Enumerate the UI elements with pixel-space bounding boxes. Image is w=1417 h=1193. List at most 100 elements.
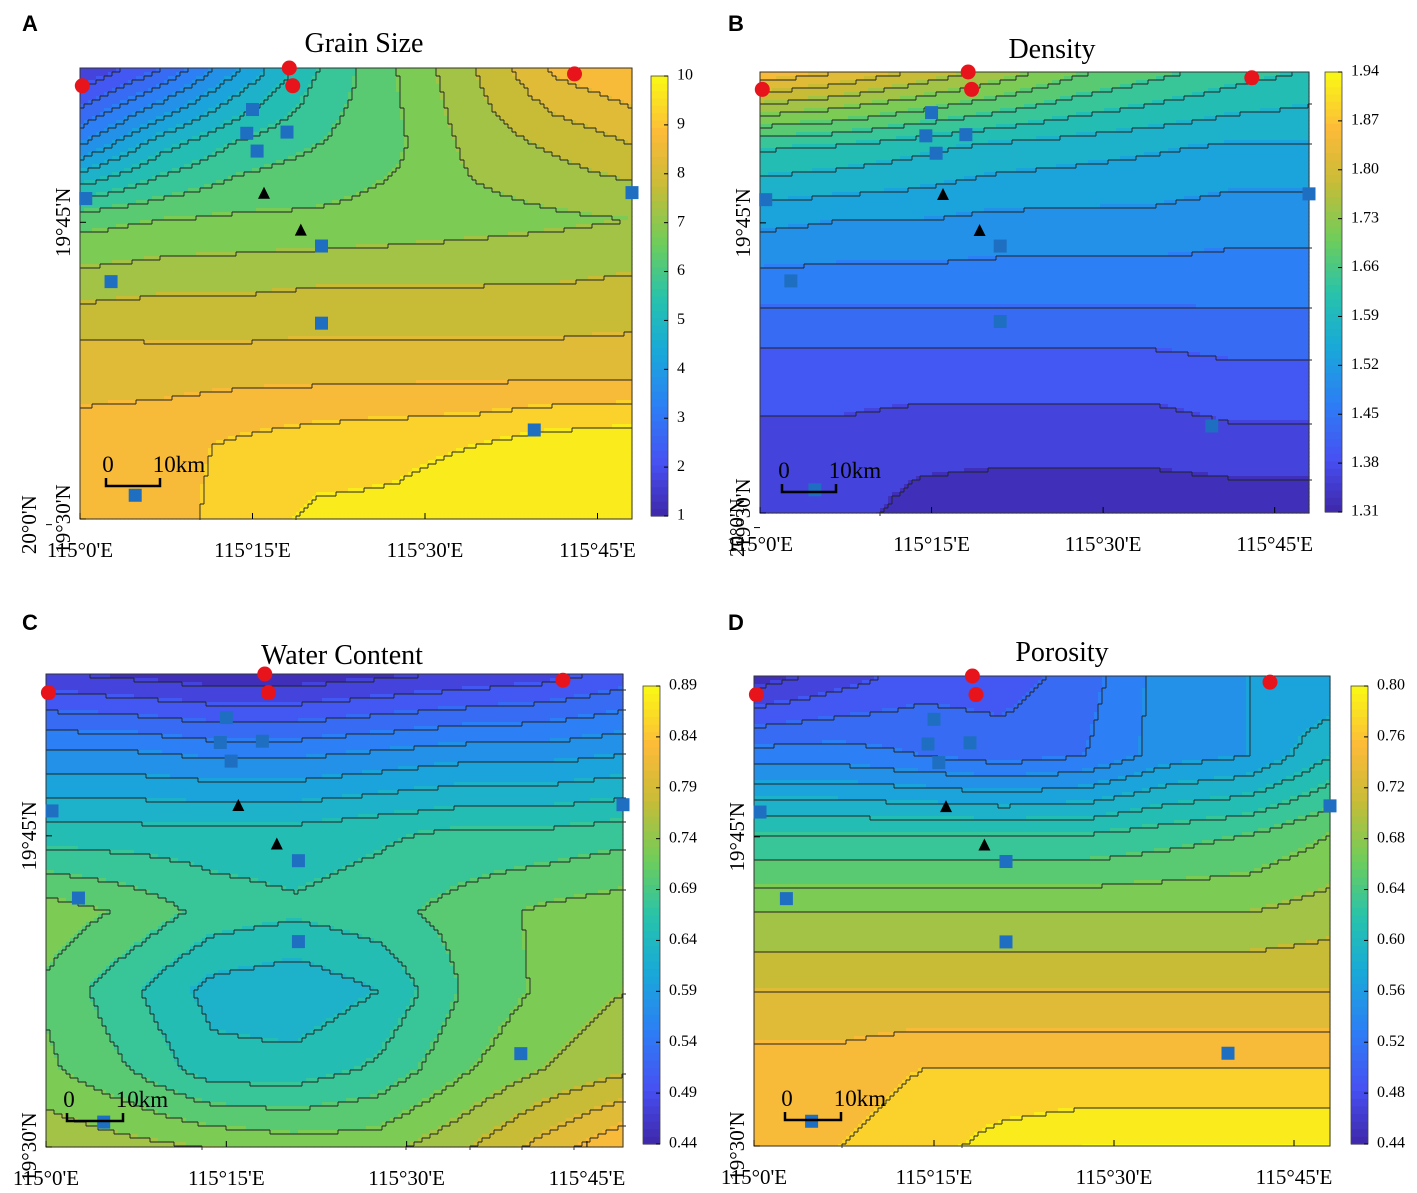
site-blue-square <box>780 892 793 905</box>
colorbar-segment <box>651 157 668 165</box>
site-red-circle <box>1263 675 1278 690</box>
colorbar-segment <box>643 1068 660 1076</box>
site-blue-square <box>292 935 305 948</box>
colorbar-segment <box>1351 968 1368 976</box>
site-blue-square <box>105 275 118 288</box>
colorbar-segment <box>1325 255 1342 263</box>
colorbar-segment <box>643 884 660 892</box>
site-red-circle <box>567 66 582 81</box>
colorbar-segment <box>651 391 668 399</box>
colorbar-segment <box>643 724 660 732</box>
colorbar-segment <box>643 747 660 755</box>
colorbar-tick-label: 1.38 <box>1351 454 1379 471</box>
panel-letter: B <box>728 11 744 36</box>
colorbar-segment <box>1325 358 1342 366</box>
colorbar-segment <box>1325 461 1342 469</box>
colorbar-segment <box>1351 701 1368 709</box>
colorbar-segment <box>1351 831 1368 839</box>
colorbar-segment <box>651 91 668 99</box>
colorbar-tick-label: 9 <box>677 116 685 133</box>
site-blue-square <box>919 129 932 142</box>
colorbar-segment <box>1325 197 1342 205</box>
colorbar-tick-label: 1.73 <box>1351 209 1379 226</box>
x-tick-label: 115°30'E <box>1076 1165 1153 1189</box>
colorbar-segment <box>643 1007 660 1015</box>
colorbar-segment <box>1325 72 1342 80</box>
colorbar-tick-label: 8 <box>677 164 685 181</box>
site-blue-square <box>626 186 639 199</box>
site-blue-square <box>225 755 238 768</box>
x-tick-label: 115°30'E <box>1065 532 1142 556</box>
colorbar-tick-label: 0.60 <box>1377 931 1405 948</box>
site-blue-square <box>928 713 941 726</box>
colorbar-segment <box>643 793 660 801</box>
colorbar-segment <box>1351 999 1368 1007</box>
colorbar-segment <box>1351 739 1368 747</box>
colorbar-segment <box>1351 1121 1368 1129</box>
colorbar-segment <box>1325 351 1342 359</box>
colorbar-segment <box>651 399 668 407</box>
colorbar-segment <box>651 428 668 436</box>
colorbar-segment <box>1325 175 1342 183</box>
colorbar-segment <box>651 333 668 341</box>
colorbar-segment <box>651 377 668 385</box>
colorbar-segment <box>651 135 668 143</box>
site-blue-square <box>246 103 259 116</box>
colorbar-segment <box>651 494 668 502</box>
colorbar-segment <box>643 1045 660 1053</box>
colorbar-segment <box>643 831 660 839</box>
site-red-circle <box>965 669 980 684</box>
colorbar-segment <box>1351 953 1368 961</box>
colorbar-segment <box>651 252 668 260</box>
site-red-circle <box>964 82 979 97</box>
colorbar-segment <box>651 311 668 319</box>
colorbar-segment <box>651 421 668 429</box>
colorbar-tick-label: 0.52 <box>1377 1033 1405 1050</box>
colorbar-segment <box>1325 87 1342 95</box>
colorbar-segment <box>1325 182 1342 190</box>
colorbar-segment <box>1325 380 1342 388</box>
site-blue-square <box>129 489 142 502</box>
colorbar-segment <box>1351 1098 1368 1106</box>
chart-title: Grain Size <box>305 28 424 59</box>
colorbar-segment <box>1325 153 1342 161</box>
colorbar: 1.311.381.451.521.591.661.731.801.871.94 <box>1325 63 1379 520</box>
colorbar-segment <box>643 816 660 824</box>
colorbar-segment <box>1325 343 1342 351</box>
colorbar-segment <box>1351 709 1368 717</box>
colorbar-segment <box>643 770 660 778</box>
colorbar-segment <box>643 877 660 885</box>
colorbar-segment <box>643 900 660 908</box>
colorbar-segment <box>651 186 668 194</box>
colorbar-segment <box>1325 204 1342 212</box>
x-tick-label: 115°15'E <box>214 538 291 562</box>
colorbar-tick-label: 0.48 <box>1377 1084 1405 1101</box>
colorbar-segment <box>1351 1075 1368 1083</box>
colorbar-segment <box>643 694 660 702</box>
colorbar-segment <box>1325 109 1342 117</box>
colorbar-segment <box>643 892 660 900</box>
scale-bar-end: 10km <box>834 1086 887 1111</box>
colorbar-segment <box>643 999 660 1007</box>
site-blue-square <box>46 804 59 817</box>
colorbar-tick-label: 0.84 <box>669 728 697 745</box>
colorbar-segment <box>643 778 660 786</box>
colorbar-segment <box>1351 984 1368 992</box>
site-blue-square <box>1303 187 1316 200</box>
site-red-circle <box>285 78 300 93</box>
colorbar-segment <box>1325 123 1342 131</box>
colorbar-tick-label: 1.52 <box>1351 356 1379 373</box>
panel-letter: D <box>728 610 744 635</box>
colorbar-segment <box>643 762 660 770</box>
site-blue-square <box>759 193 772 206</box>
colorbar-segment <box>651 179 668 187</box>
site-blue-square <box>925 106 938 119</box>
colorbar-segment <box>1325 483 1342 491</box>
colorbar-segment <box>1325 395 1342 403</box>
colorbar-segment <box>643 1060 660 1068</box>
colorbar-segment <box>1351 923 1368 931</box>
colorbar-tick-label: 1.94 <box>1351 63 1379 80</box>
colorbar-segment <box>651 149 668 157</box>
